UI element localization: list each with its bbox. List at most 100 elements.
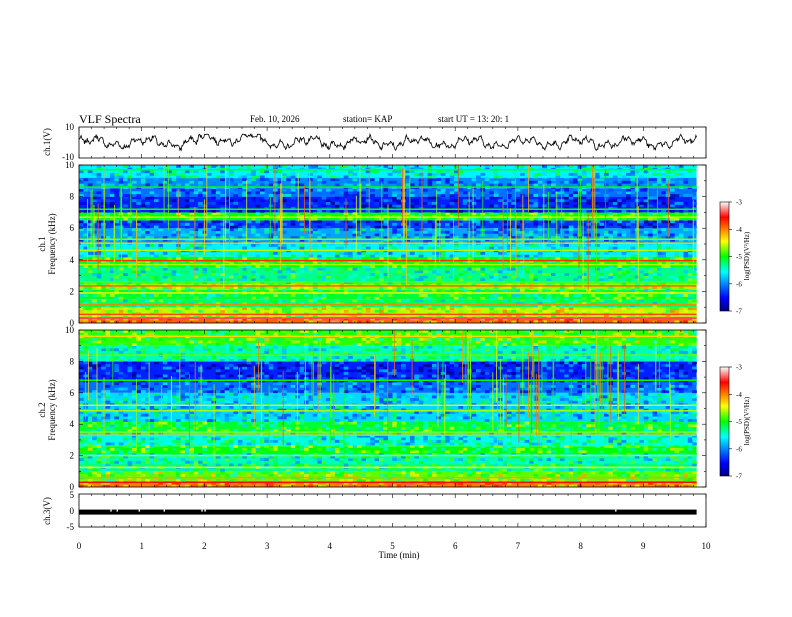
spectrogram-cell [260,471,265,474]
spectrogram-cell [551,289,556,292]
spectrogram-cell [97,255,102,258]
spectrogram-cell [242,270,247,273]
spectrogram-cell [683,178,688,181]
spectrogram-cell [644,289,649,292]
start-time-label: start UT = 13: 20: 1 [438,114,509,124]
spectrogram-cell [617,210,622,213]
spectrogram-cell [414,173,419,176]
spectrogram-cell [648,178,653,181]
spectrogram-cell [525,469,530,472]
spectrogram-cell [626,278,631,281]
spectrogram-cell [595,294,600,297]
spectrogram-cell [533,479,538,482]
spectrogram-cell [600,210,605,213]
spectrogram-cell [348,191,353,194]
spectrogram-cell [361,461,366,464]
spectrogram-cell [489,205,494,208]
spectrogram-cell [573,170,578,173]
spectrogram-cell [163,220,168,223]
spectrogram-cell [339,474,344,477]
spectrogram-cell [648,218,653,221]
spectrogram-cell [308,247,313,250]
spectrogram-cell [273,244,278,247]
spectrogram-cell [128,479,133,482]
spectrogram-cell [136,270,141,273]
spectrogram-cell [264,458,269,461]
spectrogram-cell [154,212,159,215]
spectrogram-cell [335,183,340,186]
spectrogram-cell [441,463,446,466]
spectrogram-cell [560,289,565,292]
spectrogram-cell [600,173,605,176]
spectrogram-cell [525,234,530,237]
spectrogram-cell [670,276,675,279]
spectrogram-cell [304,450,309,453]
spectrogram-cell [436,294,441,297]
spectrogram-cell [419,176,424,179]
spectrogram-cell [163,252,168,255]
spectrogram-cell [123,181,128,184]
spectrogram-cell [88,210,93,213]
spectrogram-cell [538,226,543,229]
spectrogram-cell [683,294,688,297]
spectrogram-cell [233,273,238,276]
spectrogram-cell [494,181,499,184]
spectrogram-cell [485,194,490,197]
spectrogram-cell [256,165,261,168]
spectrogram-cell [375,450,380,453]
spectrogram-cell [339,218,344,221]
spectrogram-cell [445,268,450,271]
spectrogram-cell [683,212,688,215]
spectrogram-cell [630,226,635,229]
spectrogram-cell [313,176,318,179]
spectrogram-cell [88,212,93,215]
spectrogram-cell [88,191,93,194]
spectrogram-cell [630,178,635,181]
spectrogram-cell [313,220,318,223]
spectrogram-cell [397,474,402,477]
spectrogram-cell [119,273,124,276]
spectrogram-cell [203,265,208,268]
spectrogram-cell [555,479,560,482]
spectrogram-cell [110,191,115,194]
spectrogram-cell [595,173,600,176]
spectrogram-cell [163,265,168,268]
spectrogram-cell [114,173,119,176]
spectrogram-cell [454,244,459,247]
spectrogram-cell [286,194,291,197]
spectrogram-cell [370,244,375,247]
spectrogram-cell [533,474,538,477]
spectrogram-cell [251,226,256,229]
spectrogram-cell [251,244,256,247]
spectrogram-cell [675,165,680,168]
spectrogram-cell [366,205,371,208]
spectrogram-cell [211,474,216,477]
spectrogram-cell [383,165,388,168]
spectrogram-cell [308,218,313,221]
spectrogram-cell [582,273,587,276]
spectrogram-cell [181,270,186,273]
spectrogram-cell [441,194,446,197]
spectrogram-cell [203,479,208,482]
spectrogram-cell [344,479,349,482]
spectrogram-cell [639,176,644,179]
spectrogram-cell [79,223,84,226]
spectrogram-cell [154,226,159,229]
spectrogram-cell [630,294,635,297]
spectrogram-cell [101,205,106,208]
spectrogram-cell [666,469,671,472]
spectrogram-cell [366,307,371,310]
spectrogram-cell [617,294,622,297]
spectrogram-cell [101,310,106,313]
spectrogram-cell [463,189,468,192]
spectrogram-cell [542,170,547,173]
spectrogram-cell [653,212,658,215]
spectrogram-cell [542,310,547,313]
spectrogram-cell [181,173,186,176]
spectrogram-cell [538,469,543,472]
spectrogram-cell [370,252,375,255]
spectrogram-cell [242,297,247,300]
spectrogram-cell [322,276,327,279]
spectrogram-cell [613,202,618,205]
spectrogram-cell [366,450,371,453]
